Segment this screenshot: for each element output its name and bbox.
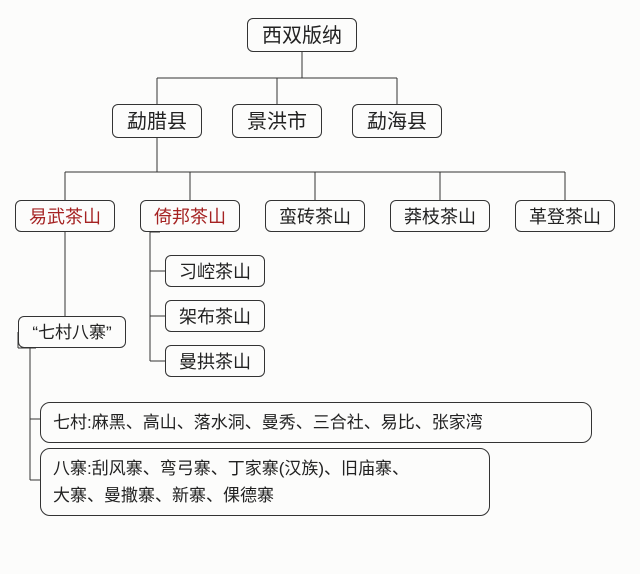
- node-label: 景洪市: [247, 111, 307, 133]
- node-label: 革登茶山: [529, 207, 601, 227]
- node-manzhuang: 蛮砖茶山: [265, 200, 365, 232]
- node-label: 勐海县: [367, 111, 427, 133]
- node-xikong: 习崆茶山: [165, 255, 265, 287]
- node-gedeng: 革登茶山: [515, 200, 615, 232]
- node-label: 倚邦茶山: [154, 207, 226, 227]
- node-label: 架布茶山: [179, 307, 251, 327]
- detail-text: 八寨:刮风寨、弯弓寨、丁家寨(汉族)、旧庙寨、: [53, 459, 409, 478]
- node-jinghong: 景洪市: [232, 104, 322, 138]
- node-qicunbazhai: “七村八寨”: [18, 316, 126, 348]
- node-jiabu: 架布茶山: [165, 300, 265, 332]
- node-label: 习崆茶山: [179, 262, 251, 282]
- node-mangong: 曼拱茶山: [165, 345, 265, 377]
- node-menghai: 勐海县: [352, 104, 442, 138]
- node-mangzhi: 莽枝茶山: [390, 200, 490, 232]
- detail-bazhai: 八寨:刮风寨、弯弓寨、丁家寨(汉族)、旧庙寨、 大寨、曼撒寨、新寨、倮德寨: [40, 448, 490, 516]
- node-label: 勐腊县: [127, 111, 187, 133]
- node-mengla: 勐腊县: [112, 104, 202, 138]
- node-root: 西双版纳: [247, 18, 357, 52]
- detail-qicun: 七村:麻黑、高山、落水洞、曼秀、三合社、易比、张家湾: [40, 402, 592, 443]
- detail-text: 七村:麻黑、高山、落水洞、曼秀、三合社、易比、张家湾: [53, 413, 483, 432]
- node-label: 莽枝茶山: [404, 207, 476, 227]
- node-yiwu: 易武茶山: [15, 200, 115, 232]
- node-yibang: 倚邦茶山: [140, 200, 240, 232]
- detail-text: 大寨、曼撒寨、新寨、倮德寨: [53, 486, 274, 505]
- node-label: 易武茶山: [29, 207, 101, 227]
- node-label: 蛮砖茶山: [279, 207, 351, 227]
- node-label: “七村八寨”: [32, 323, 111, 342]
- node-label: 西双版纳: [262, 25, 342, 47]
- node-label: 曼拱茶山: [179, 352, 251, 372]
